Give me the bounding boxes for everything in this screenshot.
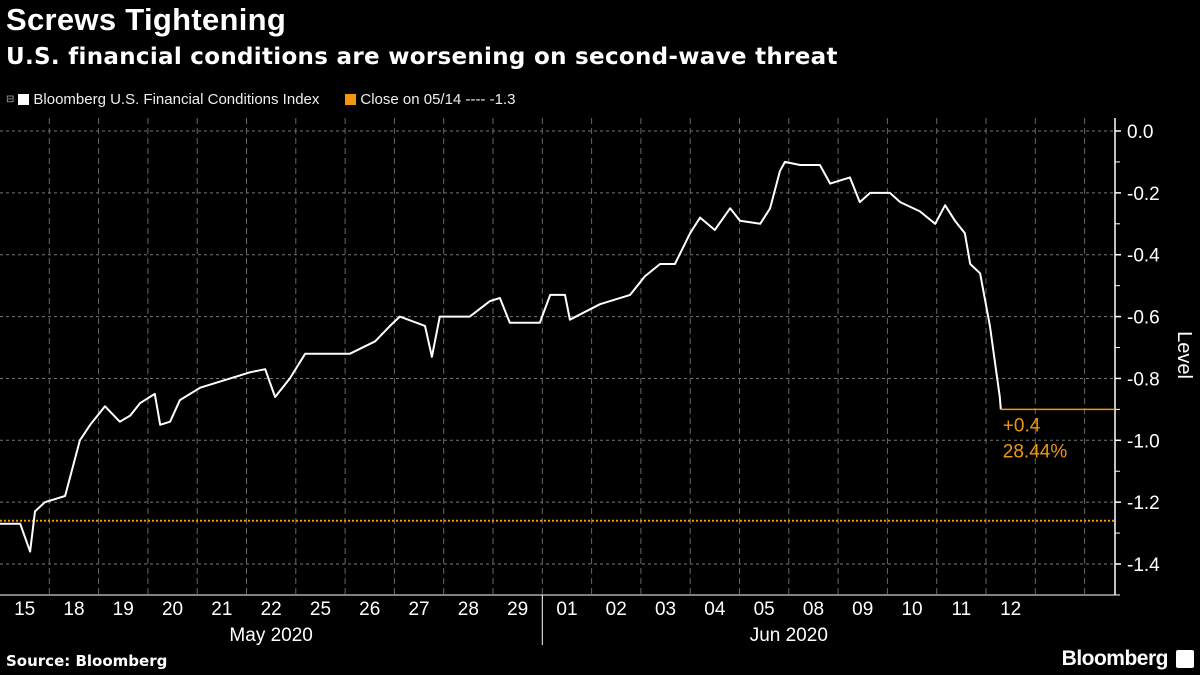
x-tick-label: 12 [1000, 599, 1021, 620]
y-tick-label: -1.2 [1127, 493, 1160, 514]
x-tick-label: 09 [852, 599, 873, 620]
x-tick-label: 05 [754, 599, 775, 620]
legend-label-close: Close on 05/14 ---- -1.3 [360, 91, 516, 108]
index-line [0, 160, 1002, 553]
y-tick-label: -1.4 [1127, 555, 1160, 576]
legend-collapse-icon[interactable]: ⊟ [6, 94, 15, 105]
chart-subtitle: U.S. financial conditions are worsening … [6, 44, 838, 70]
change-annotation: 28.44% [1003, 441, 1068, 462]
x-tick-label: 26 [359, 599, 380, 620]
x-tick-label: 01 [556, 599, 577, 620]
x-tick-label: 15 [14, 599, 35, 620]
y-tick-label: -0.8 [1127, 369, 1160, 390]
x-tick-label: 03 [655, 599, 676, 620]
x-tick-label: 18 [63, 599, 84, 620]
x-tick-label: 27 [408, 599, 429, 620]
change-annotation: +0.4 [1003, 415, 1041, 436]
month-label: Jun 2020 [750, 625, 828, 646]
x-tick-label: 21 [211, 599, 232, 620]
x-tick-label: 29 [507, 599, 528, 620]
x-tick-label: 08 [803, 599, 824, 620]
x-tick-label: 22 [261, 599, 282, 620]
x-tick-label: 20 [162, 599, 183, 620]
month-label: May 2020 [229, 625, 312, 646]
chart-title: Screws Tightening [6, 2, 287, 37]
bloomberg-logo: Bloomberg [1061, 647, 1169, 670]
x-tick-label: 04 [704, 599, 726, 620]
x-tick-label: 02 [606, 599, 627, 620]
legend-swatch-close [345, 94, 357, 105]
source-note: Source: Bloomberg [6, 652, 168, 670]
legend-label-index: Bloomberg U.S. Financial Conditions Inde… [33, 91, 320, 108]
legend-swatch-index [18, 94, 30, 105]
legend: ⊟ Bloomberg U.S. Financial Conditions In… [6, 91, 515, 108]
y-axis-label: Level [1173, 331, 1195, 379]
y-tick-label: -0.2 [1127, 184, 1160, 205]
x-tick-label: 11 [951, 599, 971, 620]
x-tick-label: 19 [113, 599, 134, 620]
y-tick-label: -0.6 [1127, 308, 1160, 329]
y-tick-label: -0.4 [1127, 246, 1160, 267]
y-tick-label: 0.0 [1127, 122, 1153, 143]
bloomberg-logo-icon [1176, 650, 1194, 668]
y-tick-label: -1.0 [1127, 431, 1160, 452]
x-tick-label: 25 [310, 599, 331, 620]
x-tick-label: 28 [458, 599, 479, 620]
x-tick-label: 10 [901, 599, 922, 620]
